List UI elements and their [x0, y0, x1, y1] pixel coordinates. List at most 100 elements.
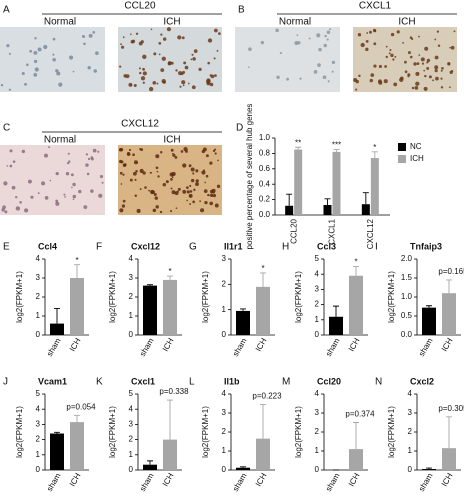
cell	[130, 40, 134, 44]
cell	[130, 33, 132, 35]
y-tick-label: 4	[315, 269, 320, 278]
y-tick-label: 3	[408, 408, 413, 417]
panel-label: E	[3, 242, 10, 253]
bar	[163, 439, 177, 470]
cell	[135, 32, 139, 35]
cell	[365, 39, 369, 43]
cell	[82, 34, 86, 39]
x-tick-label: sham	[417, 336, 435, 358]
cell	[385, 55, 389, 59]
legend-swatch	[398, 143, 406, 151]
cell	[127, 151, 130, 155]
bar	[422, 307, 436, 335]
condition-label: Normal	[44, 17, 76, 28]
cell	[360, 42, 365, 48]
cell	[11, 185, 16, 190]
cell	[414, 86, 419, 90]
cell	[52, 58, 56, 62]
y-tick-label: 3	[222, 408, 227, 417]
cell	[139, 71, 142, 75]
cell	[214, 74, 217, 78]
significance: p=0.054	[66, 402, 96, 411]
cell	[191, 85, 196, 90]
cell	[154, 196, 159, 200]
cell	[390, 32, 395, 37]
bar	[256, 438, 270, 470]
y-tick-label: 0.8	[259, 149, 271, 158]
y-tick-label: 5	[315, 254, 320, 263]
cell	[15, 195, 18, 199]
y-tick-label: 1	[129, 311, 134, 320]
cell	[203, 189, 208, 193]
gene-title: Ccl3	[317, 241, 336, 251]
cell	[1, 208, 5, 212]
cell	[186, 190, 190, 194]
cell	[160, 68, 165, 72]
cell	[174, 156, 178, 159]
condition-label: ICH	[163, 17, 180, 28]
cell	[19, 201, 22, 204]
y-tick-label: 2	[222, 279, 227, 288]
cell	[198, 67, 202, 71]
cell	[191, 53, 194, 56]
cell	[296, 34, 299, 36]
cell	[373, 42, 377, 46]
bar	[442, 293, 456, 335]
cell	[195, 179, 199, 183]
cell	[171, 171, 176, 177]
cell	[404, 60, 407, 64]
cell	[136, 208, 141, 213]
cell	[449, 46, 451, 49]
panel-label: N	[375, 377, 382, 388]
cell	[411, 37, 414, 40]
cell	[247, 66, 250, 69]
cell	[211, 188, 216, 193]
cell	[129, 178, 133, 182]
cell	[200, 208, 205, 213]
cell	[195, 182, 199, 187]
cell	[72, 182, 76, 187]
y-tick-label: 0.4	[259, 179, 271, 188]
cell	[55, 172, 59, 176]
cell	[178, 71, 183, 76]
y-tick-label: 4	[129, 404, 134, 413]
cell	[323, 43, 328, 48]
cell	[159, 210, 163, 214]
y-tick-label: 1	[36, 311, 41, 320]
cell	[122, 173, 125, 176]
cell	[409, 55, 413, 59]
y-tick-label: 4	[315, 389, 320, 398]
cell	[214, 203, 219, 208]
y-tick-label: 3	[315, 285, 320, 294]
cell	[55, 201, 60, 206]
error-bar	[147, 284, 153, 286]
cell	[87, 157, 91, 161]
error-bar	[353, 422, 359, 450]
y-tick-label: 0	[315, 330, 320, 339]
cell	[199, 200, 202, 203]
y-axis-label: log2(FPKM+1)	[201, 271, 210, 323]
y-tick-label: 0	[129, 330, 134, 339]
cell	[158, 53, 161, 56]
gene-title: Tnfaip3	[410, 241, 442, 251]
cell	[8, 52, 11, 55]
cell	[156, 82, 159, 85]
cell	[171, 176, 174, 179]
cell	[279, 52, 282, 55]
condition-label: Normal	[279, 17, 311, 28]
cell	[214, 148, 217, 151]
cell	[120, 43, 122, 46]
x-tick-label: sham	[324, 336, 342, 358]
cell	[52, 37, 56, 41]
cell	[134, 178, 137, 181]
cell	[44, 153, 48, 158]
cell	[189, 190, 193, 193]
x-tick-label: ICH	[440, 471, 455, 488]
cell	[435, 76, 439, 81]
error-bar	[74, 264, 80, 278]
cell	[8, 88, 11, 91]
cell	[428, 75, 432, 79]
cell	[90, 157, 94, 161]
cell	[421, 62, 425, 65]
cell	[383, 79, 388, 84]
